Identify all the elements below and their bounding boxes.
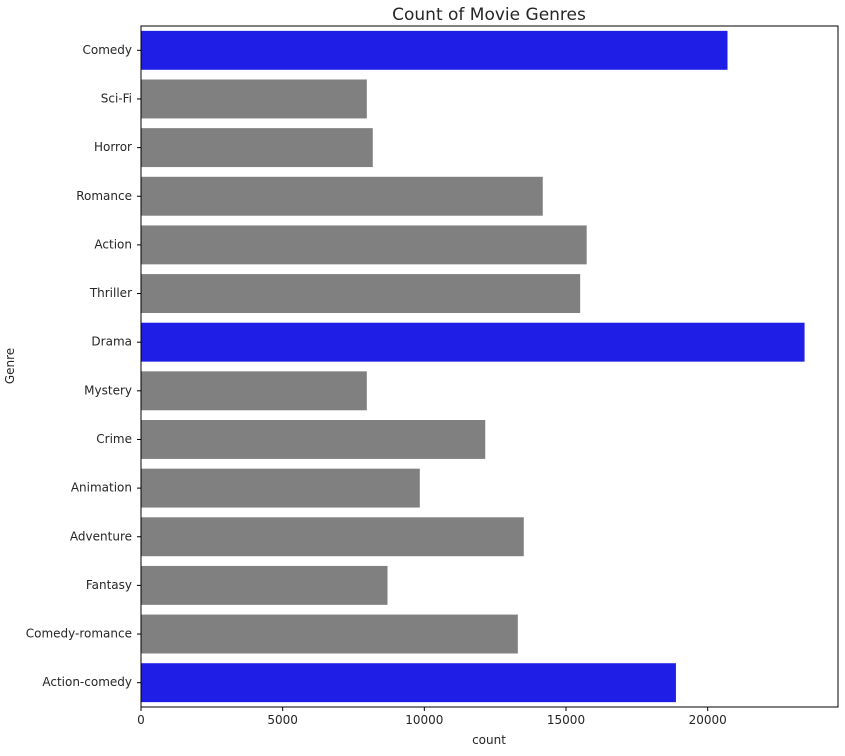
y-tick-label-comedy: Comedy — [82, 43, 132, 57]
bar-horror — [141, 128, 373, 168]
y-axis-ticks: Comedy Sci-Fi Horror Romance Action Thriller D… — [26, 43, 141, 689]
bar-romance — [141, 176, 543, 216]
bar-fantasy — [141, 565, 388, 605]
bar-comedy-romance — [141, 614, 518, 654]
y-tick-label-crime: Crime — [96, 432, 132, 446]
bar-crime — [141, 420, 486, 459]
bar-animation — [141, 468, 420, 508]
bar-drama — [141, 322, 805, 362]
bar-mystery — [141, 371, 367, 411]
y-tick-label-comedy-romance: Comedy-romance — [26, 627, 132, 641]
bar-comedy — [141, 30, 728, 70]
x-tick-label-20000: 20000 — [689, 713, 727, 727]
y-tick-label-fantasy: Fantasy — [86, 578, 132, 592]
bar-thriller — [141, 274, 581, 313]
bars-layer — [141, 30, 805, 703]
y-tick-label-horror: Horror — [94, 140, 132, 154]
y-tick-label-drama: Drama — [91, 335, 132, 349]
y-axis-label: Genre — [3, 348, 17, 384]
chart-title: Count of Movie Genres — [392, 5, 586, 25]
y-tick-label-adventure: Adventure — [70, 529, 132, 543]
y-tick-label-action: Action — [94, 237, 132, 251]
x-tick-label-10000: 10000 — [405, 713, 443, 727]
y-tick-label-thriller: Thriller — [89, 286, 132, 300]
x-axis-label: count — [472, 733, 506, 747]
bar-action — [141, 225, 587, 265]
bar-sci-fi — [141, 79, 367, 119]
x-tick-label-5000: 5000 — [267, 713, 298, 727]
plot-frame — [140, 25, 839, 708]
y-tick-label-sci-fi: Sci-Fi — [101, 91, 132, 105]
x-tick-label-15000: 15000 — [547, 713, 585, 727]
y-tick-label-action-comedy: Action-comedy — [42, 675, 132, 689]
y-tick-label-animation: Animation — [71, 481, 132, 495]
y-tick-label-romance: Romance — [76, 189, 132, 203]
y-tick-label-mystery: Mystery — [84, 383, 132, 397]
bar-action-comedy — [141, 663, 676, 703]
x-tick-label-0: 0 — [137, 713, 145, 727]
bar-adventure — [141, 517, 524, 557]
x-axis-ticks: 0 5000 10000 15000 20000 — [137, 707, 727, 727]
